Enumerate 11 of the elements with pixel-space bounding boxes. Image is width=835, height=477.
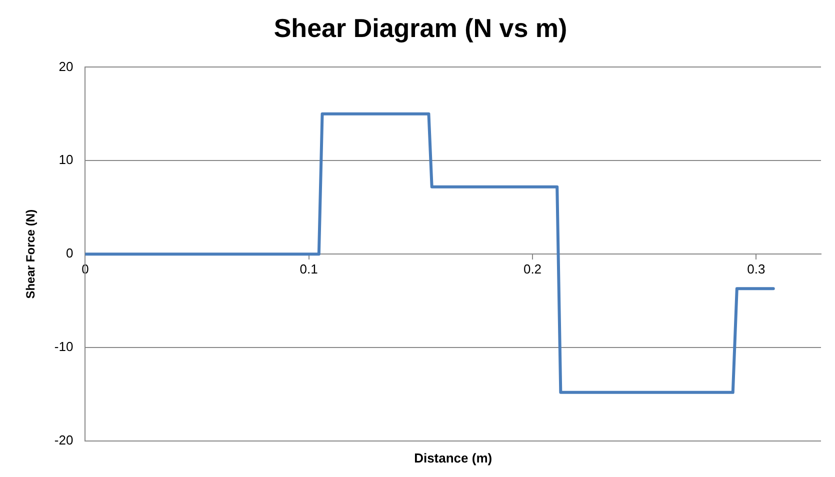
y-tick-label: 0 bbox=[66, 246, 74, 261]
x-axis-title: Distance (m) bbox=[414, 450, 492, 466]
x-tick-label: 0.2 bbox=[523, 261, 542, 276]
y-tick-label: 20 bbox=[58, 58, 74, 74]
chart-title: Shear Diagram (N vs m) bbox=[274, 12, 568, 43]
y-tick-label: -20 bbox=[54, 432, 74, 448]
x-tick-label: 0.3 bbox=[747, 261, 766, 276]
y-tick-label: -10 bbox=[54, 339, 74, 354]
y-tick-label: 10 bbox=[58, 152, 74, 168]
y-axis-title: Shear Force (N) bbox=[24, 209, 38, 299]
x-tick-label: 0.1 bbox=[300, 261, 318, 276]
